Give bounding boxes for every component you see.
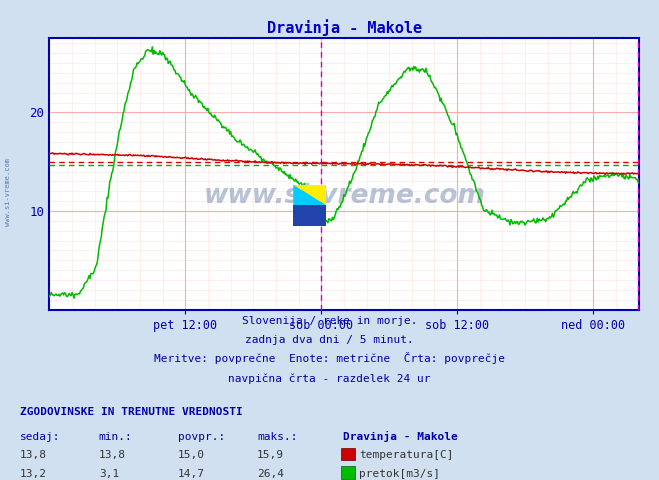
Text: 14,7: 14,7 (178, 468, 205, 479)
Text: 15,0: 15,0 (178, 450, 205, 460)
Polygon shape (293, 185, 326, 205)
Text: temperatura[C]: temperatura[C] (359, 450, 453, 460)
Text: 3,1: 3,1 (99, 468, 119, 479)
Text: zadnja dva dni / 5 minut.: zadnja dva dni / 5 minut. (245, 335, 414, 345)
Text: navpična črta - razdelek 24 ur: navpična črta - razdelek 24 ur (228, 373, 431, 384)
Text: ZGODOVINSKE IN TRENUTNE VREDNOSTI: ZGODOVINSKE IN TRENUTNE VREDNOSTI (20, 407, 243, 417)
Text: povpr.:: povpr.: (178, 432, 225, 442)
Text: Dravinja - Makole: Dravinja - Makole (343, 431, 457, 442)
Text: 13,2: 13,2 (20, 468, 47, 479)
Text: www.si-vreme.com: www.si-vreme.com (204, 183, 485, 209)
Text: www.si-vreme.com: www.si-vreme.com (5, 158, 11, 226)
Text: Slovenija / reke in morje.: Slovenija / reke in morje. (242, 316, 417, 326)
Text: maks.:: maks.: (257, 432, 297, 442)
Text: sedaj:: sedaj: (20, 432, 60, 442)
Text: min.:: min.: (99, 432, 132, 442)
Polygon shape (293, 205, 326, 226)
Text: 13,8: 13,8 (99, 450, 126, 460)
Title: Dravinja - Makole: Dravinja - Makole (267, 19, 422, 36)
Text: 13,8: 13,8 (20, 450, 47, 460)
Text: Meritve: povprečne  Enote: metrične  Črta: povprečje: Meritve: povprečne Enote: metrične Črta:… (154, 352, 505, 364)
Text: pretok[m3/s]: pretok[m3/s] (359, 468, 440, 479)
Text: 26,4: 26,4 (257, 468, 284, 479)
Text: 15,9: 15,9 (257, 450, 284, 460)
Polygon shape (293, 185, 326, 205)
